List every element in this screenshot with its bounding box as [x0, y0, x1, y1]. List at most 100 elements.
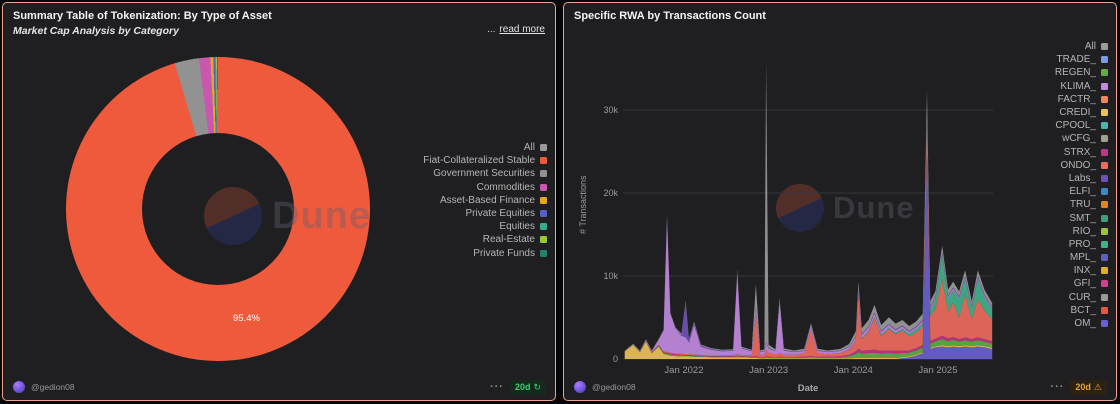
- legend-item[interactable]: INX_: [1055, 264, 1108, 277]
- panel-header: Specific RWA by Transactions Count: [574, 9, 1106, 23]
- data-age-label: 20d: [514, 382, 531, 392]
- legend-item[interactable]: TRADE_: [1055, 53, 1108, 66]
- legend-item[interactable]: Fiat-Collateralized Stable: [423, 154, 547, 167]
- panel-footer: @gedion08 ··· 20d ⚠: [574, 379, 1107, 395]
- legend-item[interactable]: ELFI_: [1055, 185, 1108, 198]
- legend-item[interactable]: Commodities: [423, 181, 547, 194]
- legend-label: wCFG_: [1062, 133, 1096, 145]
- x-axis-tick: Jan 2024: [833, 365, 873, 376]
- legend-swatch-icon: [1101, 201, 1108, 209]
- y-axis-tick: 30k: [603, 105, 618, 115]
- y-axis-tick: 10k: [603, 271, 618, 281]
- author-avatar[interactable]: [574, 381, 586, 393]
- legend-item[interactable]: CUR_: [1055, 291, 1108, 304]
- legend-item[interactable]: RIO_: [1055, 225, 1108, 238]
- author-handle[interactable]: @gedion08: [592, 382, 636, 392]
- legend-item[interactable]: REGEN_: [1055, 66, 1108, 79]
- y-axis-tick: 20k: [603, 188, 618, 198]
- legend-label: BCT_: [1070, 304, 1096, 316]
- legend-label: CUR_: [1068, 291, 1096, 303]
- legend-item[interactable]: All: [423, 141, 547, 154]
- options-menu-icon[interactable]: ···: [489, 381, 504, 393]
- panel-title: Specific RWA by Transactions Count: [574, 10, 766, 22]
- legend-item[interactable]: BCT_: [1055, 304, 1108, 317]
- legend-swatch-icon: [1101, 293, 1108, 301]
- legend-swatch-icon: [1101, 69, 1108, 77]
- legend-swatch-icon: [1101, 240, 1108, 248]
- legend-item[interactable]: OM_: [1055, 317, 1108, 330]
- legend-item[interactable]: Real-Estate: [423, 233, 547, 246]
- legend-label: Asset-Based Finance: [439, 194, 535, 206]
- legend-item[interactable]: SMT_: [1055, 211, 1108, 224]
- x-axis-tick: Jan 2023: [749, 365, 789, 376]
- legend-swatch-icon: [1101, 267, 1108, 275]
- panel-title: Summary Table of Tokenization: By Type o…: [13, 10, 272, 22]
- legend-label: ONDO_: [1060, 159, 1096, 171]
- legend-swatch-icon: [540, 144, 547, 152]
- legend-item[interactable]: Asset-Based Finance: [423, 194, 547, 207]
- refresh-icon: ↻: [533, 381, 541, 392]
- legend-label: Commodities: [476, 181, 535, 193]
- legend-item[interactable]: GFI_: [1055, 277, 1108, 290]
- legend-label: Real-Estate: [482, 234, 535, 246]
- legend-swatch-icon: [540, 223, 547, 231]
- legend-label: Private Equities: [465, 208, 535, 220]
- read-more-link[interactable]: read more: [499, 24, 545, 35]
- legend-label: All: [1084, 41, 1096, 53]
- legend-item[interactable]: TRU_: [1055, 198, 1108, 211]
- author-handle[interactable]: @gedion08: [31, 382, 75, 392]
- legend-swatch-icon: [1101, 227, 1108, 235]
- legend-item[interactable]: CREDI_: [1055, 106, 1108, 119]
- legend-label: RIO_: [1072, 225, 1096, 237]
- legend-swatch-icon: [1101, 188, 1108, 196]
- legend-swatch-icon: [1101, 109, 1108, 117]
- data-age-badge[interactable]: 20d ⚠: [1070, 379, 1107, 395]
- legend-item[interactable]: wCFG_: [1055, 132, 1108, 145]
- legend-label: All: [523, 142, 535, 154]
- legend-swatch-icon: [540, 249, 547, 257]
- legend-item[interactable]: ONDO_: [1055, 159, 1108, 172]
- legend-label: Government Securities: [433, 168, 535, 180]
- area-series-ONDO_: [624, 130, 993, 358]
- legend-item[interactable]: CPOOL_: [1055, 119, 1108, 132]
- legend-swatch-icon: [1101, 122, 1108, 130]
- legend-item[interactable]: FACTR_: [1055, 93, 1108, 106]
- legend-item[interactable]: Government Securities: [423, 167, 547, 180]
- legend-label: CPOOL_: [1055, 120, 1096, 132]
- data-age-badge[interactable]: 20d ↻: [509, 379, 546, 395]
- legend-swatch-icon: [540, 196, 547, 204]
- y-axis-title: # Transactions: [578, 175, 588, 235]
- legend-item[interactable]: PRO_: [1055, 238, 1108, 251]
- legend-label: PRO_: [1068, 238, 1096, 250]
- panel-titles: Summary Table of Tokenization: By Type o…: [13, 9, 272, 38]
- legend-label: KLIMA_: [1060, 80, 1096, 92]
- legend-item[interactable]: Private Equities: [423, 207, 547, 220]
- legend-item[interactable]: KLIMA_: [1055, 80, 1108, 93]
- donut-chart: [66, 57, 370, 361]
- legend-item[interactable]: Private Funds: [423, 247, 547, 260]
- legend-swatch-icon: [1101, 161, 1108, 169]
- legend-item[interactable]: Labs_: [1055, 172, 1108, 185]
- legend-label: Private Funds: [473, 247, 535, 259]
- legend-label: GFI_: [1073, 278, 1096, 290]
- stacked-area-chart: [623, 61, 993, 360]
- legend-swatch-icon: [1101, 214, 1108, 222]
- panel-subtitle: Market Cap Analysis by Category: [13, 25, 179, 37]
- legend-swatch-icon: [1101, 280, 1108, 288]
- x-axis-tick: Jan 2025: [918, 365, 958, 376]
- legend-item[interactable]: All: [1055, 40, 1108, 53]
- legend-label: Labs_: [1068, 172, 1096, 184]
- legend-swatch-icon: [540, 157, 547, 165]
- panel-footer: @gedion08 ··· 20d ↻: [13, 379, 546, 395]
- legend-swatch-icon: [1101, 320, 1108, 328]
- panel-titles: Specific RWA by Transactions Count: [574, 9, 766, 23]
- legend-swatch-icon: [1101, 56, 1108, 64]
- author-avatar[interactable]: [13, 381, 25, 393]
- options-menu-icon[interactable]: ···: [1050, 381, 1065, 393]
- legend-swatch-icon: [1101, 135, 1108, 143]
- y-axis-tick: 0: [612, 354, 618, 364]
- legend-item[interactable]: STRX_: [1055, 146, 1108, 159]
- legend-item[interactable]: MPL_: [1055, 251, 1108, 264]
- read-more-row: ... read more: [487, 24, 545, 35]
- legend-item[interactable]: Equities: [423, 220, 547, 233]
